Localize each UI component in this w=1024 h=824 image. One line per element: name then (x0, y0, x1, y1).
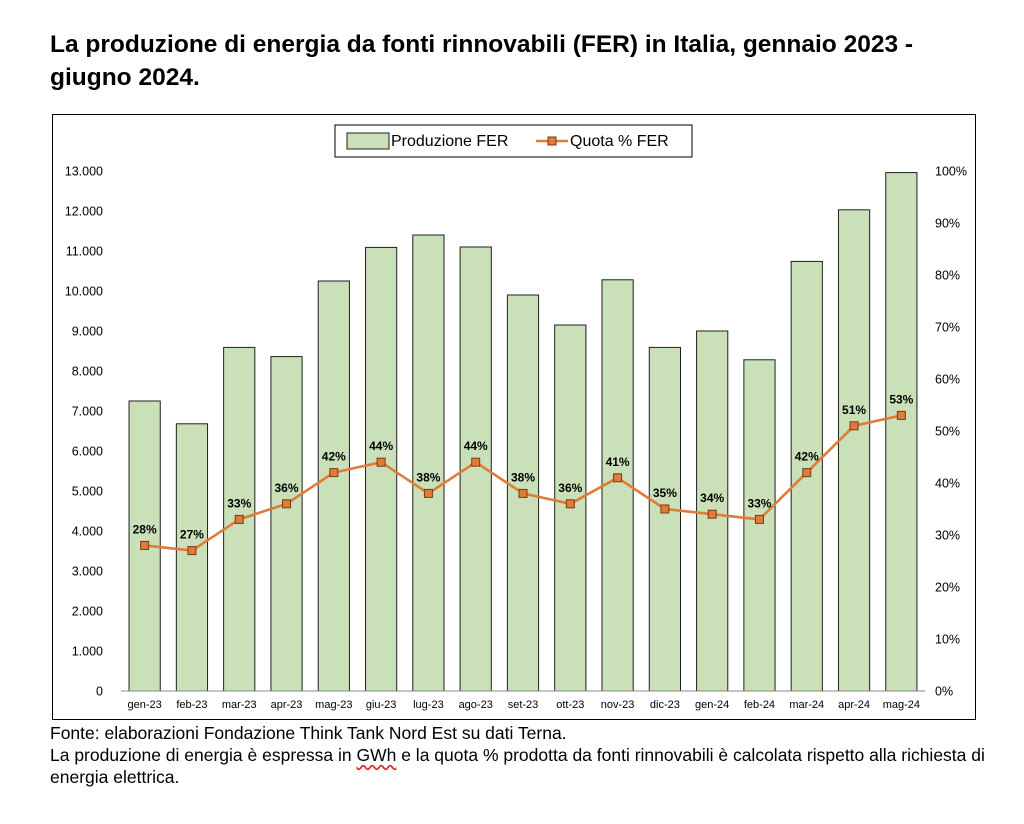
quota-marker (802, 468, 812, 478)
chart-footer: Fonte: elaborazioni Fondazione Think Tan… (50, 722, 1000, 788)
legend-swatch-marker (547, 136, 557, 146)
quota-marker (565, 499, 575, 509)
quota-marker (849, 421, 859, 431)
bar (743, 359, 776, 692)
quota-marker (471, 457, 481, 467)
x-tick-label: gen-23 (128, 699, 162, 711)
quota-marker (518, 488, 528, 498)
x-tick-label: nov-23 (601, 699, 635, 711)
y-left-tick-label: 8.000 (72, 365, 103, 379)
x-tick-label: feb-23 (176, 699, 207, 711)
unit-note-post: e la quota % prodotta da fonti rinnovabi… (50, 745, 985, 787)
y-left-tick-label: 6.000 (72, 445, 103, 459)
quota-marker (660, 504, 670, 514)
chart-frame: 0 1.000 2.000 3.000 4.000 5.000 6.000 7.000 8.00… (52, 114, 976, 720)
data-label: 33% (747, 496, 771, 510)
bar (696, 330, 729, 692)
x-tick-label: feb-24 (744, 699, 775, 711)
y-left-tick-label: 7.000 (72, 405, 103, 419)
y-right-tick-label: 90% (935, 217, 960, 231)
bar (317, 280, 350, 692)
y-left-tick-label: 9.000 (72, 325, 103, 339)
data-label: 27% (180, 528, 204, 542)
y-right-tick-label: 80% (935, 269, 960, 283)
bar (837, 209, 871, 692)
y-left-tick-label: 10.000 (65, 285, 103, 299)
x-tick-label: ago-23 (459, 699, 493, 711)
data-label: 28% (133, 522, 157, 536)
data-label: 42% (322, 450, 346, 464)
y-left-tick-label: 1.000 (72, 645, 103, 659)
data-label: 44% (369, 439, 393, 453)
x-tick-label: apr-24 (838, 699, 870, 711)
x-tick-label: mag-24 (883, 699, 920, 711)
chart-title: La produzione di energia da fonti rinnov… (50, 31, 914, 91)
y-left-tick-label: 0 (96, 685, 103, 699)
x-tick-label: giu-23 (366, 699, 397, 711)
bar (412, 234, 445, 692)
bar (270, 356, 303, 692)
legend-label-bar: Produzione FER (391, 133, 508, 150)
data-label: 53% (889, 392, 913, 406)
data-label: 35% (653, 486, 677, 500)
y-right-tick-label: 60% (935, 373, 960, 387)
y-right-tick-label: 10% (935, 633, 960, 647)
quota-marker (140, 540, 150, 550)
quota-marker (896, 410, 906, 420)
data-label: 34% (700, 491, 724, 505)
unit-note-unit: GWh (356, 745, 397, 765)
data-label: 36% (558, 481, 582, 495)
quota-marker (754, 514, 764, 524)
quota-marker (234, 514, 244, 524)
x-tick-label: mag-23 (315, 699, 352, 711)
quota-marker (376, 457, 386, 467)
bar (648, 346, 681, 692)
x-tick-label: mar-23 (222, 699, 257, 711)
data-label: 36% (275, 481, 299, 495)
x-tick-label: mar-24 (789, 699, 824, 711)
data-label: 38% (511, 470, 535, 484)
quota-marker (707, 509, 717, 519)
y-left-tick-label: 4.000 (72, 525, 103, 539)
y-left-tick-label: 12.000 (65, 205, 103, 219)
quota-marker (329, 468, 339, 478)
y-left-tick-label: 2.000 (72, 605, 103, 619)
data-label: 44% (464, 439, 488, 453)
y-left-tick-label: 11.000 (66, 245, 103, 259)
legend-label-line: Quota % FER (570, 133, 669, 150)
unit-note-pre: La produzione di energia è espressa in (50, 745, 357, 765)
x-tick-label: ott-23 (556, 699, 584, 711)
y-right-tick-label: 70% (935, 321, 960, 335)
y-right-tick-label: 0% (935, 685, 953, 699)
y-left-tick-label: 3.000 (72, 565, 103, 579)
quota-marker (187, 546, 197, 556)
data-label: 51% (842, 403, 866, 417)
x-tick-label: apr-23 (271, 699, 303, 711)
quota-marker (423, 488, 433, 498)
chart-canvas: 0 1.000 2.000 3.000 4.000 5.000 6.000 7.000 8.00… (65, 124, 967, 711)
y-right-tick-label: 30% (935, 529, 960, 543)
y-right-tick-label: 20% (935, 581, 960, 595)
quota-marker (282, 499, 292, 509)
unit-note: La produzione di energia è espressa in G… (50, 744, 1000, 788)
y-left-tick-label: 5.000 (72, 485, 103, 499)
x-tick-label: lug-23 (413, 699, 444, 711)
y-right-tick-label: 40% (935, 477, 960, 491)
legend-box (334, 124, 693, 158)
quota-marker (613, 473, 623, 483)
data-label: 38% (416, 470, 440, 484)
data-label: 33% (227, 496, 251, 510)
data-label: 41% (606, 455, 630, 469)
legend-swatch-bar (346, 132, 390, 150)
bar (175, 423, 209, 692)
source-note: Fonte: elaborazioni Fondazione Think Tan… (50, 723, 567, 743)
y-right-tick-label: 100% (935, 165, 967, 179)
y-right-tick-label: 50% (935, 425, 960, 439)
x-tick-label: dic-23 (650, 699, 680, 711)
x-tick-label: gen-24 (695, 699, 729, 711)
data-label: 42% (795, 450, 819, 464)
x-tick-label: set-23 (508, 699, 539, 711)
bar (885, 172, 918, 692)
y-left-tick-label: 13.000 (65, 165, 103, 179)
